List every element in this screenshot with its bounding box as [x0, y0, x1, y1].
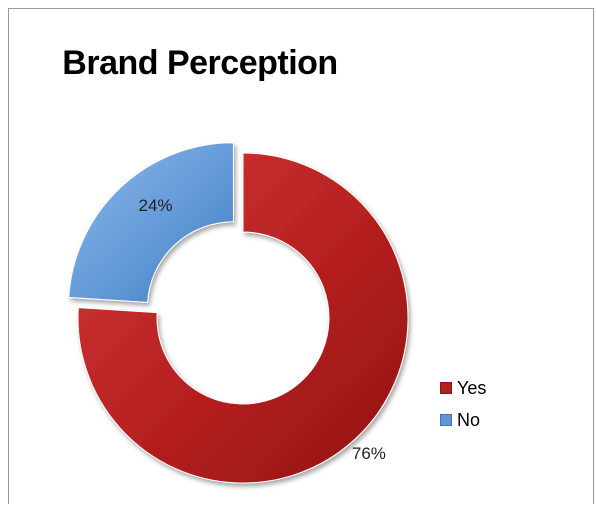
- data-label-yes: 76%: [352, 444, 386, 463]
- data-label-no: 24%: [138, 196, 172, 215]
- legend-swatch-yes: [440, 382, 452, 394]
- legend-item-no: No: [440, 404, 560, 436]
- slice-yes: [77, 152, 409, 484]
- legend-label-yes: Yes: [457, 377, 487, 398]
- legend-swatch-no: [440, 414, 452, 426]
- chart-title: Brand Perception: [62, 44, 338, 82]
- legend: Yes No: [440, 372, 560, 436]
- slice-no: [68, 142, 234, 303]
- legend-item-yes: Yes: [440, 372, 560, 404]
- legend-label-no: No: [457, 409, 481, 430]
